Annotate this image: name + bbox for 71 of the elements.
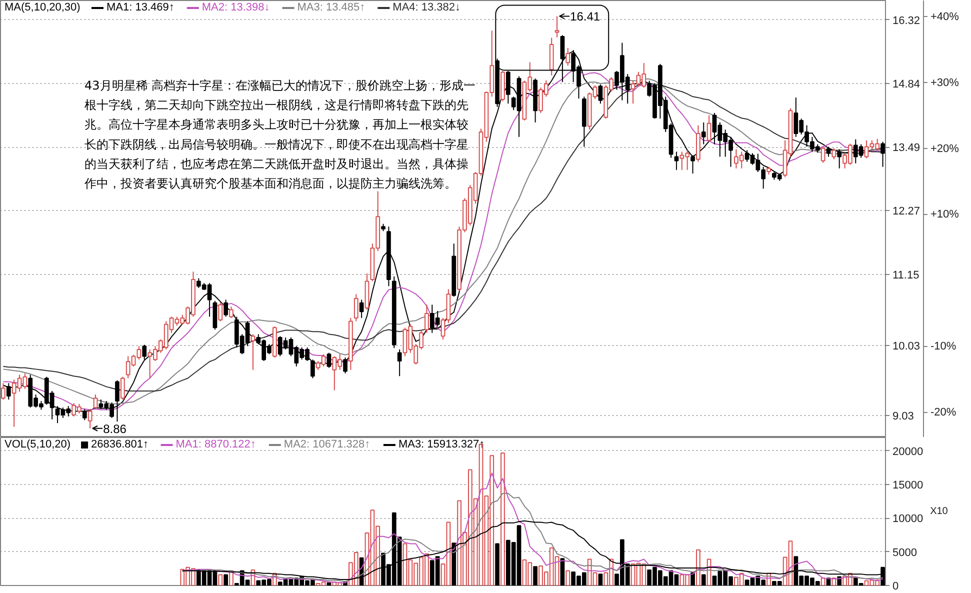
- y-tick-label: 10000: [892, 513, 924, 526]
- y-axis-title: X10: [930, 506, 948, 517]
- legend-label: MA1: 13.469↑: [106, 2, 174, 14]
- candlestick: [224, 299, 228, 318]
- bar: [598, 574, 603, 586]
- bar: [701, 574, 706, 586]
- candlestick: [359, 299, 364, 318]
- candlestick: [690, 154, 695, 174]
- y-tick-label: 11.15: [892, 270, 920, 282]
- bar: [533, 566, 538, 586]
- bar: [696, 549, 700, 586]
- y-tick-label: 20000: [892, 446, 924, 458]
- bar: [218, 574, 223, 586]
- legend-title: MA(5,10,20,30): [4, 2, 80, 14]
- bar: [690, 572, 695, 586]
- y2-tick-label: +40%: [930, 10, 960, 23]
- legend-label: MA3: 13.485↑: [297, 2, 366, 14]
- bar: [326, 582, 332, 586]
- y-tick-label: 10.03: [892, 340, 920, 352]
- bar: [495, 543, 500, 586]
- y-tick-label: 0: [892, 580, 899, 592]
- candlestick: [832, 148, 836, 160]
- candlestick: [343, 357, 348, 374]
- candlestick: [424, 304, 429, 334]
- candlestick: [326, 352, 332, 368]
- candlestick: [566, 47, 570, 66]
- candlestick: [310, 359, 315, 379]
- candlestick: [706, 114, 712, 142]
- y-tick-label: 16.32: [892, 14, 920, 27]
- candlestick: [354, 294, 358, 322]
- candlestick: [88, 408, 92, 429]
- y-tick-label: 13.49: [892, 142, 920, 154]
- legend-label: MA2: 13.398↓: [202, 2, 270, 14]
- candlestick: [218, 302, 223, 322]
- legend-label: MA4: 13.382↓: [392, 2, 461, 14]
- candlestick: [1, 382, 6, 400]
- annotation: 43月明星稀 高档弃十字星：在涨幅已大的情况下，股价跳空上扬，形成一根十字线，第二天却向下跳空拉出一根阴线，这是行情即将转盘下跌的先兆。高位十字星本身通常表明多头上攻时已十分犹豫，再加上一根实体较长的下跌阴线，出局信号较明确。一般情况下，即使不在出现高档十字星的当天获利了结，也应考虑在第二天跳低开盘时及时退出。当然，具体操作中，投资者要认真研究个股基本面和消息面，以提防主力骗线洗筹。: [84, 78, 476, 190]
- legend-label: MA1: 8870.122↑: [176, 438, 256, 450]
- candlestick: [229, 306, 234, 318]
- candlestick: [142, 344, 147, 360]
- y-tick-label: 5000: [892, 546, 917, 559]
- candlestick: [93, 394, 98, 410]
- legend-label: MA2: 10671.328↑: [284, 438, 370, 450]
- annotation: 16.41: [570, 10, 600, 24]
- y2-tick-label: -20%: [930, 406, 956, 418]
- bar: [500, 452, 505, 586]
- candlestick: [6, 382, 11, 400]
- y2-tick-label: +30%: [930, 76, 960, 89]
- legend-label: MA3: 15913.327↑: [398, 438, 485, 450]
- candlestick: [397, 348, 402, 377]
- candlestick: [554, 16, 560, 38]
- candlestick: [701, 122, 706, 145]
- candlestick: [674, 151, 679, 170]
- candlestick: [837, 148, 842, 169]
- y-tick-label: 14.84: [892, 78, 920, 90]
- candlestick: [120, 376, 125, 400]
- candlestick: [250, 334, 256, 370]
- legend-title: VOL(5,10,20): [4, 438, 71, 450]
- legend-label: 26836.801↑: [91, 438, 149, 450]
- y2-tick-label: +10%: [930, 208, 960, 221]
- candlestick: [826, 146, 831, 158]
- y-tick-label: 9.03: [892, 410, 914, 423]
- y2-tick-label: +20%: [930, 142, 960, 155]
- y-tick-label: 12.27: [892, 206, 920, 218]
- bar: [566, 570, 570, 586]
- y2-tick-label: -10%: [930, 340, 956, 353]
- candlestick: [598, 84, 603, 104]
- y-tick-label: 15000: [892, 480, 924, 492]
- annotation: 8.86: [103, 422, 127, 436]
- bar: [224, 574, 228, 586]
- candlestick: [820, 146, 826, 164]
